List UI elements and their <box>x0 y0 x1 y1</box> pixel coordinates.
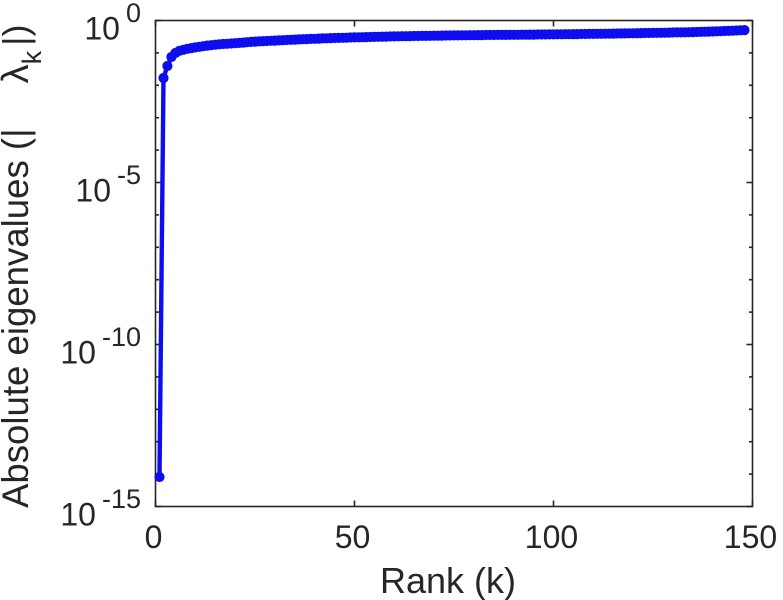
svg-text:10-5: 10 -5 <box>75 160 141 209</box>
svg-text:50: 50 <box>335 519 371 555</box>
svg-text:10-10: 10 -10 <box>60 322 141 371</box>
svg-text:10-15: 10 -15 <box>60 484 141 533</box>
svg-text:150: 150 <box>724 519 777 555</box>
svg-text:0: 0 <box>145 519 163 555</box>
svg-text:Rank (k): Rank (k) <box>380 560 516 600</box>
svg-text:100: 100 <box>84 0 141 47</box>
svg-text:100: 100 <box>525 519 578 555</box>
